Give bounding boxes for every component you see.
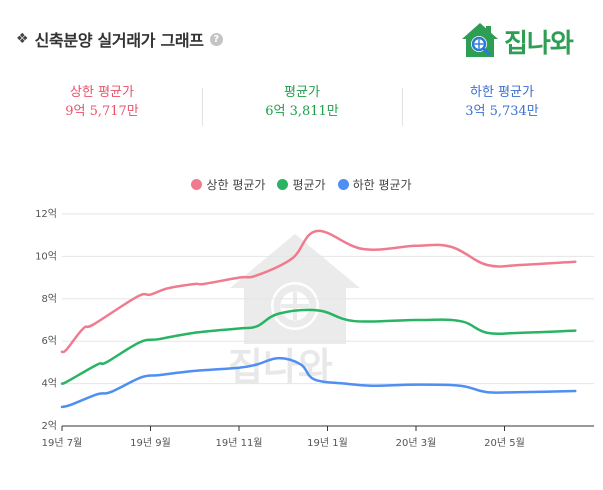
stat-average-label: 평균가: [284, 85, 320, 100]
legend-dot-icon: [277, 178, 289, 190]
x-tick-label: 19년 7월: [42, 437, 83, 449]
legend-label: 평균가: [292, 177, 326, 192]
y-tick-label: 10억: [35, 250, 57, 262]
stat-upper-label: 상한 평균가: [70, 85, 134, 100]
help-icon[interactable]: ?: [209, 32, 223, 46]
stat-average: 평균가 6억 3,811만: [202, 84, 402, 122]
stat-lower-label: 하한 평균가: [470, 85, 534, 100]
legend-label: 하한 평균가: [352, 177, 412, 192]
series-line-upper[interactable]: [60, 229, 577, 354]
x-tick-label: 20년 3월: [396, 437, 437, 449]
x-tick-label: 19년 1월: [307, 437, 348, 449]
y-tick-label: 6억: [41, 335, 57, 347]
y-tick-label: 2억: [41, 420, 57, 432]
legend-dot-icon: [191, 178, 203, 190]
logo-text: 집나와: [504, 28, 574, 59]
y-tick-label: 8억: [41, 293, 57, 305]
y-tick-label: 4억: [41, 378, 57, 390]
diamond-icon: ❖: [16, 31, 29, 47]
chart-header: ❖ 신축분양 실거래가 그래프 ?: [16, 26, 223, 52]
x-tick-label: 20년 5월: [484, 437, 525, 449]
chart-grid: [62, 213, 594, 427]
stats-summary: 상한 평균가 9억 5,717만 평균가 6억 3,811만 하한 평균가 3억…: [0, 84, 603, 134]
zipnawa-logo[interactable]: 집나와: [458, 18, 580, 64]
y-axis: 2억 4억 6억 8억 10억 12억: [35, 208, 57, 432]
legend-item-upper[interactable]: 상한 평균가: [191, 176, 265, 193]
x-axis: 19년 7월 19년 9월 19년 11월 19년 1월 20년 3월 20년 5월: [42, 425, 594, 449]
stat-average-value: 6억 3,811만: [265, 104, 339, 119]
watermark-logo: 집나와: [228, 234, 360, 386]
y-tick-label: 12억: [35, 208, 57, 220]
legend-dot-icon: [337, 178, 349, 190]
house-magnifier-icon: [462, 23, 498, 57]
page-title: 신축분양 실거래가 그래프: [34, 31, 204, 50]
legend-item-lower[interactable]: 하한 평균가: [337, 176, 412, 193]
x-tick-label: 19년 9월: [130, 437, 171, 449]
divider: [202, 88, 203, 126]
stat-upper-value: 9억 5,717만: [65, 104, 139, 119]
stat-lower-average: 하한 평균가 3억 5,734만: [402, 84, 602, 122]
legend-label: 상한 평균가: [206, 177, 266, 192]
legend-item-average[interactable]: 평균가: [277, 176, 326, 193]
chart-legend: 상한 평균가 평균가 하한 평균가: [0, 174, 603, 194]
stat-lower-value: 3억 5,734만: [465, 104, 539, 119]
series-line-average[interactable]: [60, 308, 577, 385]
series-line-lower[interactable]: [60, 356, 577, 409]
divider: [402, 88, 403, 126]
price-line-chart: 2억 4억 6억 8억 10억 12억 19년 7월 19년 9월 19년 11월 19년 1월…: [35, 208, 594, 449]
x-tick-label: 19년 11월: [215, 437, 262, 449]
chart-series: [60, 229, 577, 409]
stat-upper-average: 상한 평균가 9억 5,717만: [2, 84, 202, 122]
